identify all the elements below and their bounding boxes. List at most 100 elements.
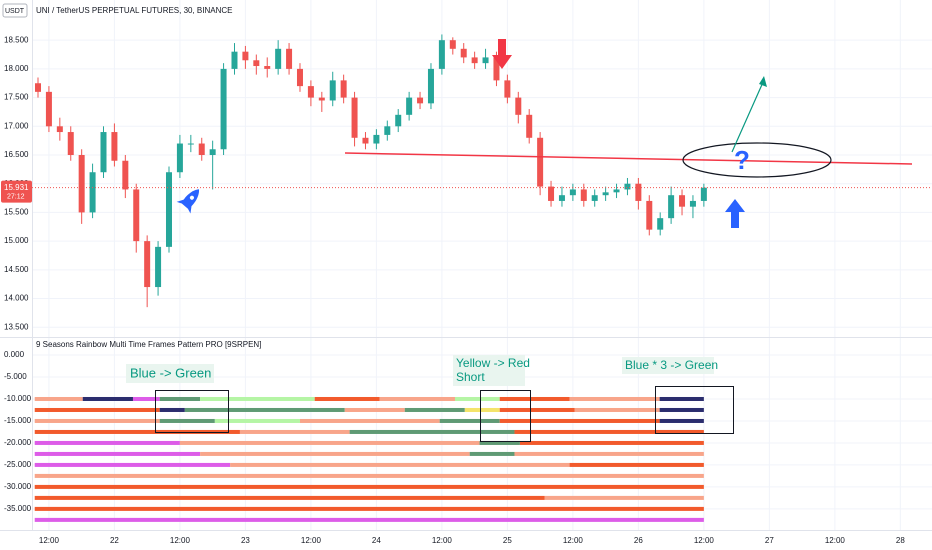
y-tick-label: 17.500 bbox=[4, 93, 29, 102]
y-tick-label: 15.500 bbox=[4, 208, 29, 217]
indicator-segment bbox=[34, 495, 545, 500]
candle-body bbox=[165, 172, 172, 247]
indicator-segment bbox=[659, 396, 704, 401]
note-text[interactable]: Blue -> Green bbox=[130, 365, 211, 380]
candle-body bbox=[187, 143, 194, 145]
candle-body bbox=[602, 192, 609, 196]
indicator-segment bbox=[544, 495, 704, 500]
candle-body bbox=[515, 97, 522, 115]
y-tick-label: 14.000 bbox=[4, 294, 29, 303]
indicator-segment bbox=[379, 396, 455, 401]
indicator-segment bbox=[34, 506, 704, 511]
candle-body bbox=[275, 48, 282, 69]
symbol-badge-text[interactable]: USDT bbox=[5, 8, 25, 15]
candle-body bbox=[373, 134, 380, 144]
candle-body bbox=[198, 143, 205, 156]
candle-body bbox=[427, 68, 434, 104]
indicator-segment bbox=[159, 418, 215, 423]
y-tick-label: 18.500 bbox=[4, 35, 29, 44]
candle-body bbox=[493, 57, 500, 81]
candle-body bbox=[624, 183, 631, 190]
candle-body bbox=[504, 80, 511, 98]
indicator-segment bbox=[344, 407, 405, 412]
indicator-segment bbox=[159, 396, 201, 401]
indicator-segment bbox=[349, 429, 515, 434]
indicator-segment bbox=[34, 418, 160, 423]
x-tick-label: 28 bbox=[896, 536, 905, 545]
note-background bbox=[453, 355, 525, 386]
y-tick-label: 14.500 bbox=[4, 265, 29, 274]
candle-body bbox=[209, 149, 216, 156]
indicator-segment bbox=[499, 418, 660, 423]
y-tick-label: -25.000 bbox=[4, 460, 32, 469]
y-tick-label: 0.000 bbox=[4, 350, 25, 359]
highlight-box[interactable] bbox=[155, 390, 229, 433]
x-tick-label: 26 bbox=[634, 536, 643, 545]
highlight-box[interactable] bbox=[480, 390, 531, 442]
up-arrow-icon[interactable] bbox=[725, 199, 745, 228]
candle-body bbox=[329, 80, 336, 101]
y-tick-label: -15.000 bbox=[4, 416, 32, 425]
x-tick-label: 22 bbox=[110, 536, 119, 545]
indicator-title[interactable]: 9 Seasons Rainbow Multi Time Frames Patt… bbox=[36, 340, 261, 349]
candle-body bbox=[591, 195, 598, 201]
candle-body bbox=[56, 126, 63, 133]
note-text[interactable]: Short bbox=[456, 370, 485, 384]
candle-body bbox=[635, 183, 642, 201]
y-tick-label: 16.500 bbox=[4, 150, 29, 159]
candle-body bbox=[89, 172, 96, 213]
indicator-segment bbox=[439, 418, 500, 423]
indicator-segment bbox=[200, 396, 315, 401]
note-text[interactable]: Yellow -> Red bbox=[456, 356, 530, 370]
note-background bbox=[126, 364, 214, 383]
candle-body bbox=[384, 126, 391, 135]
indicator-segment bbox=[34, 451, 201, 456]
x-tick-label: 12:00 bbox=[432, 536, 453, 545]
trend-line[interactable] bbox=[344, 152, 913, 165]
candle-body bbox=[286, 48, 293, 69]
candle-body bbox=[471, 57, 478, 64]
candle-body bbox=[253, 60, 260, 67]
question-mark[interactable]: ? bbox=[734, 145, 750, 175]
y-tick-label: -30.000 bbox=[4, 482, 32, 491]
indicator-segment bbox=[214, 418, 300, 423]
rocket-icon[interactable] bbox=[176, 183, 206, 214]
indicator-segment bbox=[159, 407, 185, 412]
chart-title[interactable]: UNI / TetherUS PERPETUAL FUTURES, 30, BI… bbox=[36, 6, 233, 15]
symbol-badge[interactable] bbox=[2, 3, 28, 18]
marks: 13.50014.00014.50015.00015.50016.00016.5… bbox=[4, 34, 905, 545]
indicator-segment bbox=[659, 418, 704, 423]
y-tick-label: -35.000 bbox=[4, 504, 32, 513]
arrow-head bbox=[759, 76, 767, 87]
countdown-label: 27:12 bbox=[7, 194, 25, 201]
x-tick-label: 23 bbox=[241, 536, 250, 545]
indicator-segment bbox=[499, 396, 570, 401]
indicator-segment bbox=[514, 451, 704, 456]
down-arrow-icon[interactable] bbox=[492, 39, 512, 69]
ellipse-drawing[interactable] bbox=[682, 142, 832, 178]
candle-body bbox=[155, 246, 162, 288]
indicator-segment bbox=[469, 451, 515, 456]
x-tick-label: 27 bbox=[765, 536, 774, 545]
indicator-segment bbox=[574, 407, 660, 412]
candle-body bbox=[144, 241, 151, 288]
candle-body bbox=[537, 137, 544, 187]
indicator-segment bbox=[34, 429, 240, 434]
indicator-segment bbox=[132, 396, 160, 401]
note-text[interactable]: Blue * 3 -> Green bbox=[625, 358, 718, 372]
arrow-line[interactable] bbox=[731, 79, 765, 153]
x-tick-label: 24 bbox=[372, 536, 381, 545]
indicator-segment bbox=[230, 462, 570, 467]
last-price: 15.931 27:12 bbox=[1, 180, 932, 203]
candle-body bbox=[100, 132, 107, 173]
x-tick-label: 12:00 bbox=[563, 536, 584, 545]
highlight-box[interactable] bbox=[655, 386, 734, 434]
indicator-segment bbox=[454, 396, 500, 401]
candle-body bbox=[351, 97, 358, 138]
indicator-segment bbox=[479, 440, 520, 445]
note-background bbox=[622, 357, 714, 374]
indicator-segment bbox=[34, 484, 704, 489]
indicator-segment bbox=[82, 396, 133, 401]
